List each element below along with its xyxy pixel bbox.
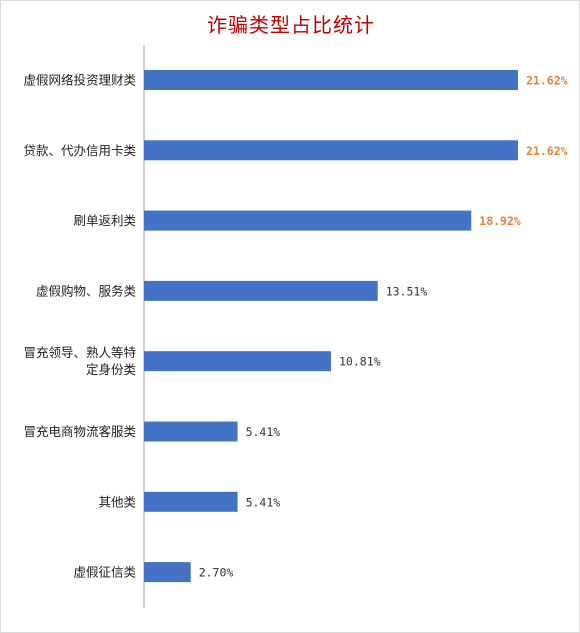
category-label: 冒充领导、熟人等特 bbox=[23, 345, 136, 360]
category-label: 刷单返利类 bbox=[73, 213, 136, 228]
category-label: 冒充电商物流客服类 bbox=[23, 424, 136, 439]
category-label: 虚假征信类 bbox=[73, 565, 136, 580]
category-label: 定身份类 bbox=[86, 362, 137, 377]
bar bbox=[144, 562, 191, 583]
category-label: 虚假网络投资理财类 bbox=[23, 73, 136, 88]
value-label: 2.70% bbox=[199, 566, 234, 580]
category-label: 其他类 bbox=[98, 494, 136, 509]
bar bbox=[144, 491, 238, 512]
bar bbox=[144, 70, 518, 90]
value-label: 13.51% bbox=[386, 284, 428, 298]
value-label: 5.41% bbox=[246, 425, 281, 439]
chart-title: 诈骗类型占比统计 bbox=[207, 13, 375, 37]
category-label: 虚假购物、服务类 bbox=[36, 283, 137, 298]
value-label: 21.62% bbox=[526, 74, 568, 88]
bar bbox=[144, 351, 331, 372]
bar bbox=[144, 421, 238, 442]
bar bbox=[144, 210, 472, 231]
value-label: 5.41% bbox=[246, 495, 281, 509]
bar bbox=[144, 280, 378, 301]
value-label: 21.62% bbox=[526, 144, 568, 158]
bar bbox=[144, 140, 518, 161]
value-label: 18.92% bbox=[479, 214, 521, 228]
value-label: 10.81% bbox=[339, 355, 381, 369]
category-label: 贷款、代办信用卡类 bbox=[23, 143, 136, 158]
